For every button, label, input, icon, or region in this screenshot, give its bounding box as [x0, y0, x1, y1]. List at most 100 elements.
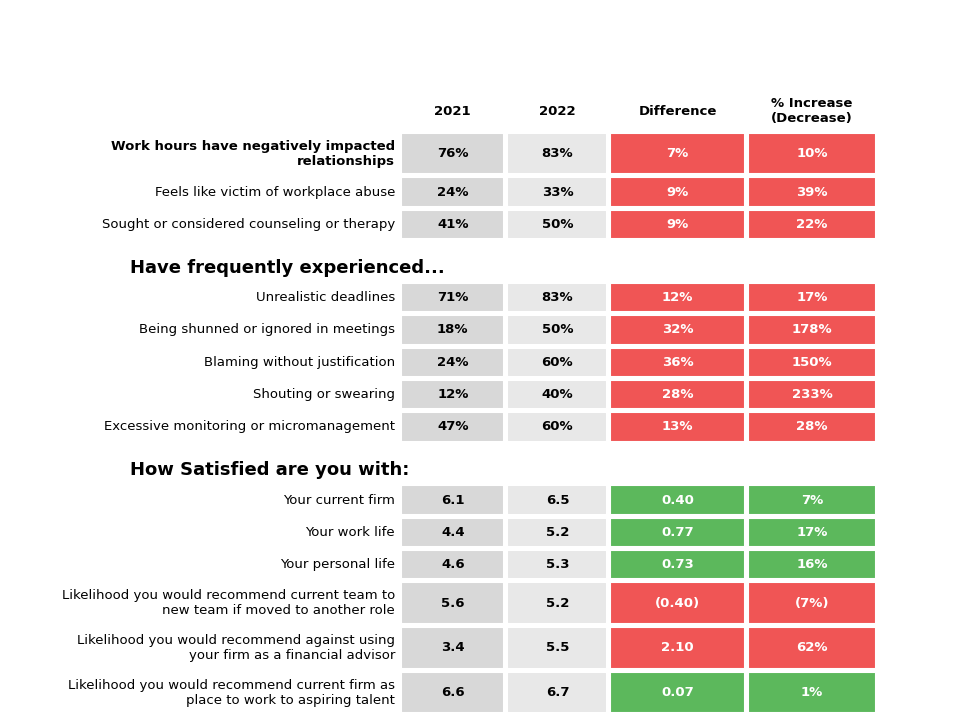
Bar: [401, 283, 504, 312]
Bar: [610, 582, 743, 624]
Bar: [610, 178, 743, 207]
Bar: [610, 347, 743, 377]
Text: 50%: 50%: [541, 323, 573, 336]
Text: 36%: 36%: [661, 356, 693, 369]
Text: 18%: 18%: [437, 323, 468, 336]
Text: (0.40): (0.40): [655, 597, 700, 610]
Text: Shouting or swearing: Shouting or swearing: [253, 388, 395, 401]
Text: Work hours have negatively impacted
relationships: Work hours have negatively impacted rela…: [110, 140, 395, 167]
Text: 24%: 24%: [437, 356, 468, 369]
Text: 9%: 9%: [665, 186, 688, 199]
Bar: [507, 283, 607, 312]
Text: Likelihood you would recommend current firm as
place to work to aspiring talent: Likelihood you would recommend current f…: [68, 678, 395, 707]
Text: 0.73: 0.73: [660, 558, 694, 571]
Text: 16%: 16%: [795, 558, 827, 571]
Bar: [610, 283, 743, 312]
Bar: [746, 486, 875, 515]
Bar: [401, 518, 504, 547]
Bar: [746, 210, 875, 239]
Text: 24%: 24%: [437, 186, 468, 199]
Bar: [746, 380, 875, 409]
Bar: [507, 380, 607, 409]
Bar: [746, 672, 875, 713]
Text: Your current firm: Your current firm: [283, 494, 395, 507]
Bar: [401, 380, 504, 409]
Text: 4.6: 4.6: [441, 558, 464, 571]
Text: 5.2: 5.2: [545, 597, 569, 610]
Text: Likelihood you would recommend current team to
new team if moved to another role: Likelihood you would recommend current t…: [62, 589, 395, 617]
Bar: [401, 582, 504, 624]
Bar: [401, 627, 504, 669]
Text: 5.2: 5.2: [545, 526, 569, 539]
Text: 0.77: 0.77: [660, 526, 693, 539]
Text: 12%: 12%: [437, 388, 468, 401]
Text: Likelihood you would recommend against using
your firm as a financial advisor: Likelihood you would recommend against u…: [77, 634, 395, 662]
Bar: [507, 315, 607, 344]
Text: 2022: 2022: [538, 105, 575, 118]
Text: 60%: 60%: [541, 421, 573, 433]
Text: 5.5: 5.5: [545, 641, 569, 654]
Bar: [507, 672, 607, 713]
Text: 13%: 13%: [661, 421, 693, 433]
Bar: [610, 132, 743, 175]
Text: Unrealistic deadlines: Unrealistic deadlines: [256, 291, 395, 304]
Text: Feels like victim of workplace abuse: Feels like victim of workplace abuse: [154, 186, 395, 199]
Bar: [746, 347, 875, 377]
Text: 50%: 50%: [541, 218, 573, 231]
Text: 5.3: 5.3: [545, 558, 569, 571]
Bar: [610, 518, 743, 547]
Text: Difference: Difference: [638, 105, 716, 118]
Text: 0.07: 0.07: [660, 686, 694, 699]
Text: 22%: 22%: [795, 218, 827, 231]
Text: 233%: 233%: [790, 388, 831, 401]
Text: 71%: 71%: [437, 291, 468, 304]
Text: 32%: 32%: [661, 323, 693, 336]
Text: Sought or considered counseling or therapy: Sought or considered counseling or thera…: [102, 218, 395, 231]
Bar: [610, 672, 743, 713]
Text: Have frequently experienced...: Have frequently experienced...: [130, 259, 445, 277]
Bar: [507, 412, 607, 442]
Text: 12%: 12%: [661, 291, 693, 304]
Bar: [507, 518, 607, 547]
Text: 6.6: 6.6: [441, 686, 464, 699]
Text: Your work life: Your work life: [305, 526, 395, 539]
Text: 7%: 7%: [665, 147, 688, 160]
Text: Excessive monitoring or micromanagement: Excessive monitoring or micromanagement: [104, 421, 395, 433]
Bar: [507, 178, 607, 207]
Text: 2021: 2021: [434, 105, 471, 118]
Bar: [507, 132, 607, 175]
Text: 3.4: 3.4: [441, 641, 464, 654]
Text: 17%: 17%: [795, 291, 827, 304]
Bar: [507, 347, 607, 377]
Text: 6.7: 6.7: [545, 686, 569, 699]
Bar: [401, 347, 504, 377]
Text: 60%: 60%: [541, 356, 573, 369]
Text: 0.40: 0.40: [660, 494, 694, 507]
Text: (7%): (7%): [794, 597, 828, 610]
Text: 83%: 83%: [541, 291, 573, 304]
Bar: [507, 210, 607, 239]
Text: Blaming without justification: Blaming without justification: [204, 356, 395, 369]
Text: 10%: 10%: [795, 147, 827, 160]
Text: 7%: 7%: [800, 494, 823, 507]
Bar: [746, 283, 875, 312]
Text: Your personal life: Your personal life: [279, 558, 395, 571]
Text: 41%: 41%: [437, 218, 468, 231]
Bar: [401, 210, 504, 239]
Text: 150%: 150%: [790, 356, 831, 369]
Bar: [610, 486, 743, 515]
Bar: [746, 412, 875, 442]
Text: 39%: 39%: [795, 186, 827, 199]
Text: 28%: 28%: [661, 388, 693, 401]
Bar: [507, 550, 607, 579]
Bar: [401, 315, 504, 344]
Text: 47%: 47%: [437, 421, 468, 433]
Bar: [610, 550, 743, 579]
Text: 28%: 28%: [795, 421, 827, 433]
Text: 40%: 40%: [541, 388, 573, 401]
Bar: [507, 486, 607, 515]
Bar: [610, 380, 743, 409]
Bar: [401, 412, 504, 442]
Bar: [610, 412, 743, 442]
Text: 4.4: 4.4: [441, 526, 464, 539]
